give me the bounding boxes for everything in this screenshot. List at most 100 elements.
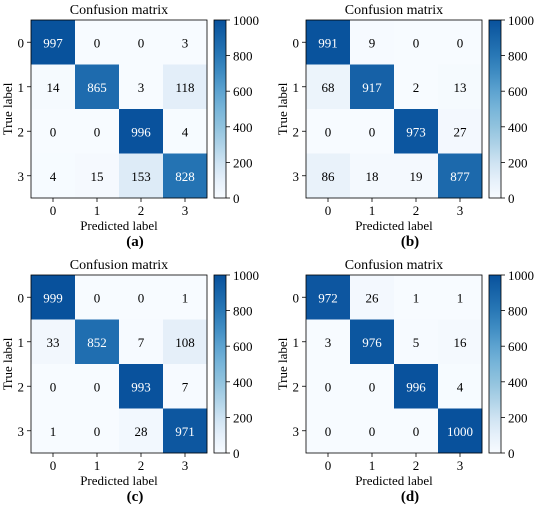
y-tick-label: 2: [293, 124, 300, 139]
y-tick-label: 1: [293, 335, 300, 350]
matrix-cell: [394, 109, 439, 154]
matrix-cell: [394, 364, 439, 409]
matrix-cell: [31, 275, 76, 320]
cell-value-label: 997: [43, 35, 63, 50]
x-axis-label: Predicted label: [355, 218, 433, 233]
cell-value-label: 971: [175, 424, 195, 439]
matrix-cell: [163, 64, 208, 110]
cell-value-label: 973: [406, 124, 426, 139]
cell-value-label: 26: [366, 290, 380, 305]
matrix-cell: [394, 408, 439, 454]
colorbar-tick-label: 600: [508, 339, 528, 354]
matrix-cell: [438, 408, 483, 454]
matrix-cell: [31, 319, 76, 365]
colorbar-tick-label: 200: [233, 155, 253, 170]
cell-value-label: 18: [366, 169, 379, 184]
colorbar-tick-label: 600: [508, 84, 528, 99]
y-tick-label: 0: [293, 290, 300, 305]
matrix-cell: [350, 153, 395, 199]
colorbar-tick-label: 1000: [508, 268, 534, 283]
y-tick-label: 2: [293, 379, 300, 394]
y-tick-label: 1: [18, 335, 25, 350]
x-tick-label: 0: [50, 458, 57, 473]
cell-value-label: 0: [325, 124, 332, 139]
cell-value-label: 852: [87, 335, 107, 350]
matrix-cell: [119, 319, 164, 365]
cell-value-label: 9: [369, 35, 376, 50]
x-tick-label: 2: [138, 203, 145, 218]
matrix-cell: [350, 319, 395, 365]
cell-value-label: 0: [94, 424, 101, 439]
cell-value-label: 28: [135, 424, 148, 439]
colorbar-tick-label: 400: [233, 120, 253, 135]
y-tick-label: 3: [293, 424, 300, 439]
cell-value-label: 68: [322, 80, 335, 95]
matrix-cell: [350, 275, 395, 320]
matrix-cell: [75, 319, 120, 365]
cell-value-label: 1: [457, 290, 464, 305]
matrix-cell: [163, 153, 208, 199]
y-axis-label: True label: [275, 337, 290, 390]
colorbar-tick-label: 0: [508, 191, 515, 206]
cell-value-label: 19: [410, 169, 423, 184]
matrix-cell: [119, 153, 164, 199]
colorbar-tick-label: 1000: [233, 13, 259, 28]
cell-value-label: 0: [138, 290, 145, 305]
colorbar-tick-label: 400: [508, 120, 528, 135]
colorbar-tick-label: 600: [233, 339, 253, 354]
chart-title: Confusion matrix: [70, 3, 168, 18]
colorbar-tick-label: 800: [508, 49, 528, 64]
matrix-cell: [31, 408, 76, 454]
matrix-cell: [438, 20, 483, 65]
cell-value-label: 996: [131, 124, 151, 139]
x-tick-label: 3: [182, 203, 189, 218]
cell-value-label: 153: [131, 169, 151, 184]
y-tick-label: 3: [18, 169, 25, 184]
matrix-cell: [394, 20, 439, 65]
matrix-cell: [306, 364, 351, 409]
matrix-cell: [306, 153, 351, 199]
panel-label: (d): [401, 489, 419, 505]
cell-value-label: 118: [175, 80, 194, 95]
cell-value-label: 0: [94, 290, 101, 305]
cell-value-label: 0: [325, 379, 332, 394]
y-tick-label: 1: [293, 80, 300, 95]
y-tick-label: 3: [18, 424, 25, 439]
matrix-cell: [119, 20, 164, 65]
cell-value-label: 2: [413, 80, 420, 95]
matrix-cell: [350, 64, 395, 110]
y-tick-label: 0: [18, 35, 25, 50]
y-tick-label: 0: [293, 35, 300, 50]
x-axis-label: Predicted label: [355, 473, 433, 488]
x-tick-label: 2: [413, 203, 420, 218]
matrix-cell: [350, 20, 395, 65]
cell-value-label: 0: [369, 379, 376, 394]
panel-label: (b): [401, 234, 419, 250]
matrix-frame: [30, 19, 208, 199]
x-tick-label: 2: [138, 458, 145, 473]
matrix-cell: [119, 364, 164, 409]
cell-value-label: 0: [138, 35, 145, 50]
cell-value-label: 993: [131, 379, 151, 394]
colorbar-tick-label: 800: [508, 304, 528, 319]
cell-value-label: 0: [413, 424, 420, 439]
colorbar-tick-label: 600: [233, 84, 253, 99]
cell-value-label: 865: [87, 80, 107, 95]
matrix-cell: [119, 64, 164, 110]
matrix-cell: [438, 364, 483, 409]
matrix-cell: [119, 275, 164, 320]
cell-value-label: 5: [413, 335, 420, 350]
cell-value-label: 27: [454, 124, 468, 139]
y-tick-label: 0: [18, 290, 25, 305]
cell-value-label: 0: [94, 124, 101, 139]
matrix-cell: [75, 20, 120, 65]
cell-value-label: 917: [362, 80, 382, 95]
colorbar-tick-label: 400: [233, 375, 253, 390]
cell-value-label: 4: [50, 169, 57, 184]
matrix-cell: [31, 153, 76, 199]
matrix-cell: [306, 64, 351, 110]
colorbar-tick-label: 0: [508, 446, 515, 461]
